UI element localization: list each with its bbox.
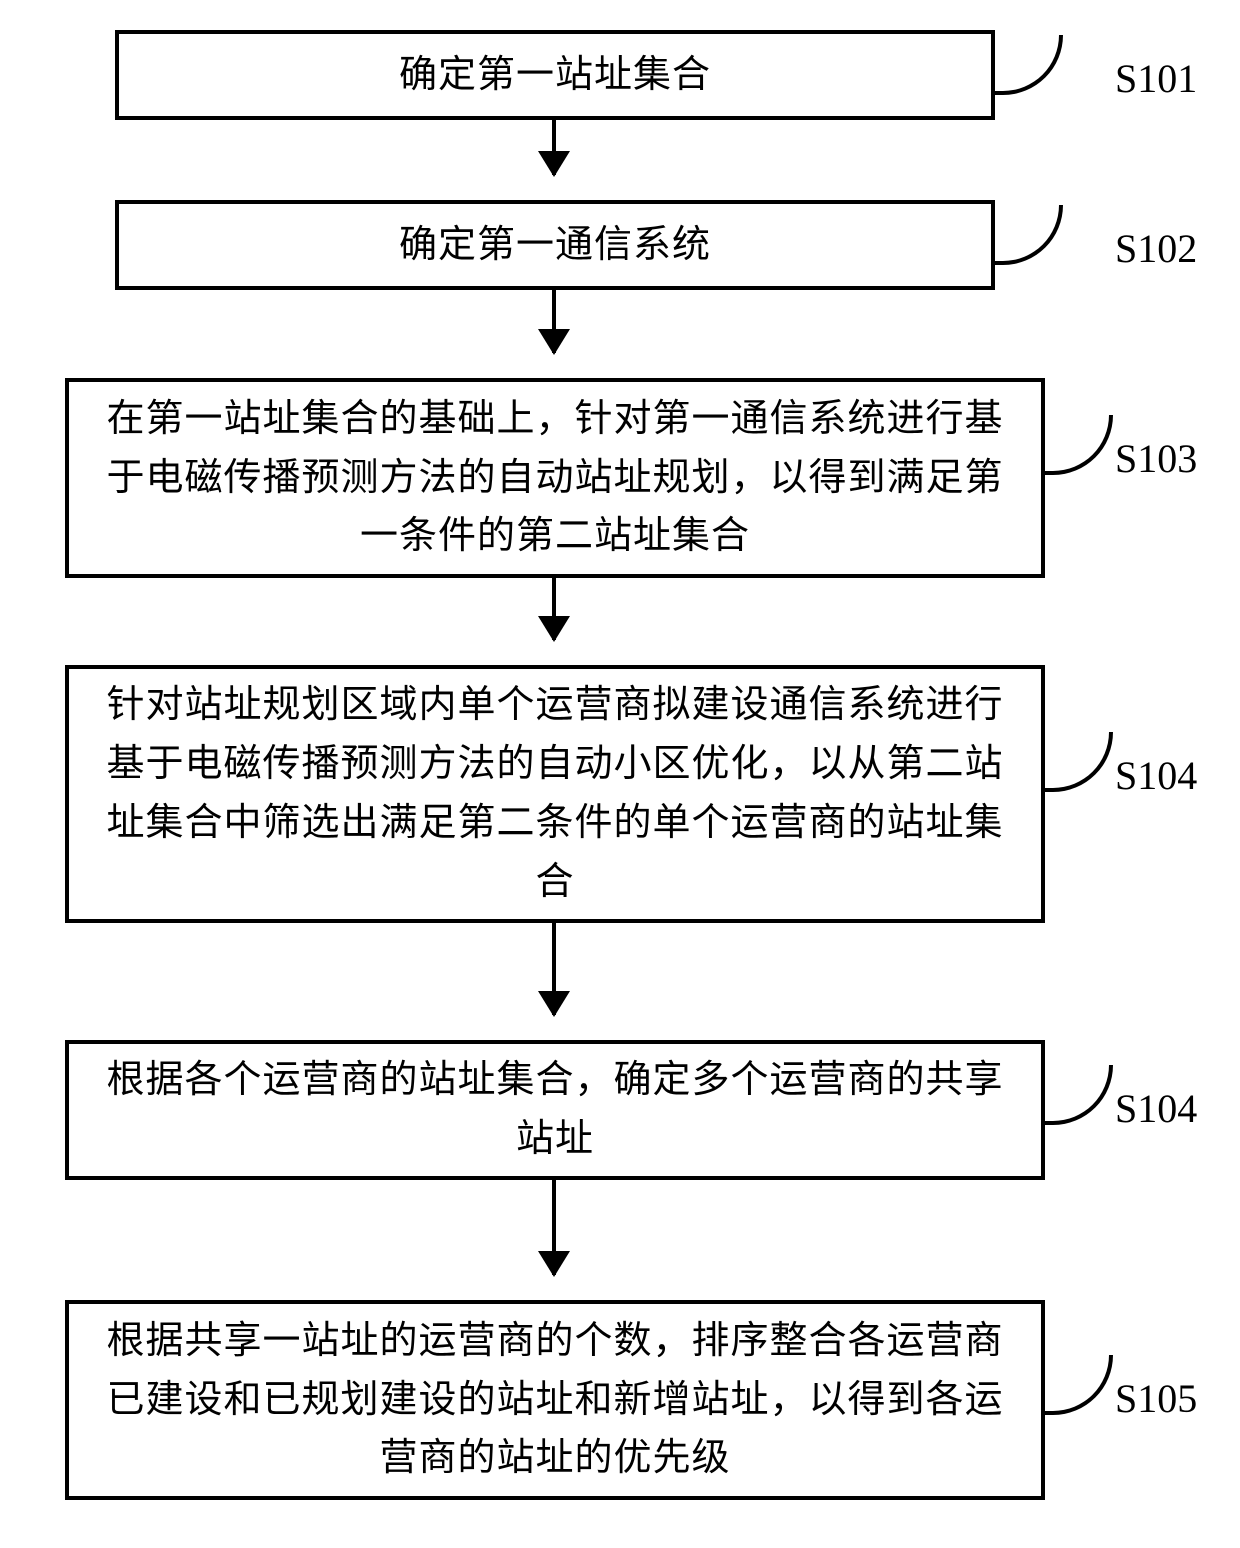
- label-connector: [1043, 415, 1113, 475]
- label-connector: [1043, 1065, 1113, 1125]
- step-label-s104a: S104: [1115, 752, 1197, 799]
- flowchart-arrow: [552, 578, 556, 640]
- flowchart-node-s104a: 针对站址规划区域内单个运营商拟建设通信系统进行基于电磁传播预测方法的自动小区优化…: [65, 665, 1045, 923]
- flowchart-arrow: [552, 1180, 556, 1275]
- flowchart-node-s101: 确定第一站址集合: [115, 30, 995, 120]
- step-label-s105: S105: [1115, 1375, 1197, 1422]
- step-label-s104b: S104: [1115, 1085, 1197, 1132]
- node-text: 在第一站址集合的基础上，针对第一通信系统进行基于电磁传播预测方法的自动站址规划，…: [69, 390, 1041, 567]
- flowchart-arrow: [552, 120, 556, 175]
- step-label-s102: S102: [1115, 225, 1197, 272]
- flowchart-container: 确定第一站址集合 S101 确定第一通信系统 S102 在第一站址集合的基础上，…: [0, 0, 1240, 1548]
- step-label-s101: S101: [1115, 55, 1197, 102]
- node-text: 确定第一通信系统: [379, 216, 731, 275]
- label-connector: [1043, 732, 1113, 792]
- flowchart-node-s102: 确定第一通信系统: [115, 200, 995, 290]
- step-label-s103: S103: [1115, 435, 1197, 482]
- node-text: 根据共享一站址的运营商的个数，排序整合各运营商已建设和已规划建设的站址和新增站址…: [69, 1312, 1041, 1489]
- flowchart-node-s103: 在第一站址集合的基础上，针对第一通信系统进行基于电磁传播预测方法的自动站址规划，…: [65, 378, 1045, 578]
- label-connector: [1043, 1355, 1113, 1415]
- flowchart-node-s104b: 根据各个运营商的站址集合，确定多个运营商的共享站址: [65, 1040, 1045, 1180]
- node-text: 根据各个运营商的站址集合，确定多个运营商的共享站址: [69, 1051, 1041, 1169]
- node-text: 确定第一站址集合: [379, 46, 731, 105]
- label-connector: [993, 205, 1063, 265]
- flowchart-arrow: [552, 290, 556, 353]
- flowchart-node-s105: 根据共享一站址的运营商的个数，排序整合各运营商已建设和已规划建设的站址和新增站址…: [65, 1300, 1045, 1500]
- flowchart-arrow: [552, 923, 556, 1015]
- node-text: 针对站址规划区域内单个运营商拟建设通信系统进行基于电磁传播预测方法的自动小区优化…: [69, 676, 1041, 912]
- label-connector: [993, 35, 1063, 95]
